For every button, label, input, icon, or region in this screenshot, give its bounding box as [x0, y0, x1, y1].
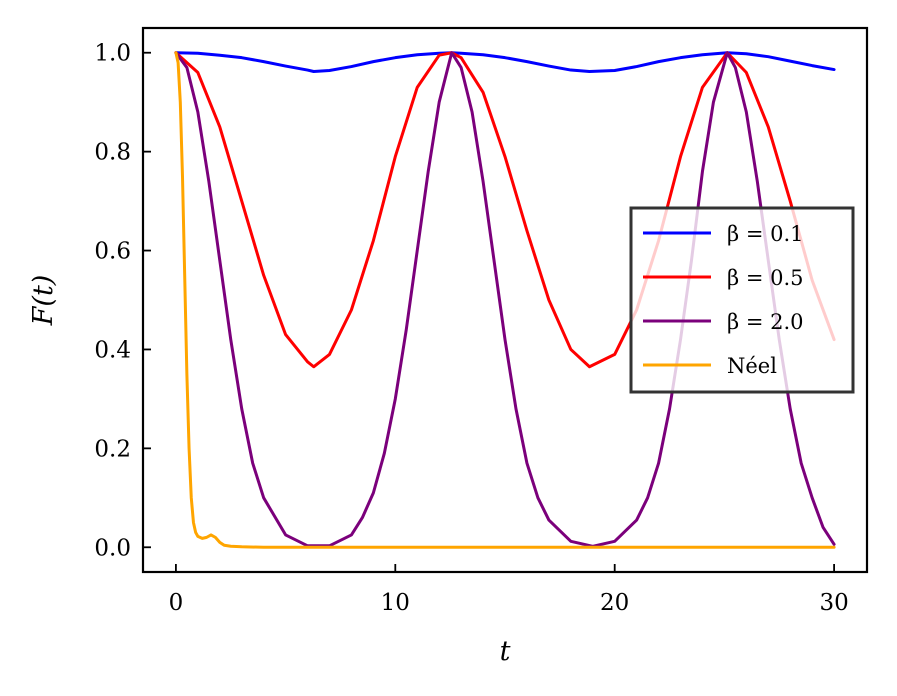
y-tick-label: 1.0	[94, 41, 131, 67]
series-line-3	[174, 51, 836, 549]
x-axis-label: t	[500, 636, 511, 667]
x-tick-label: 20	[600, 590, 629, 616]
x-tick-label: 10	[381, 590, 410, 616]
y-tick-label: 0.4	[94, 337, 131, 363]
y-axis-label: F(t)	[28, 275, 59, 327]
x-tick-label: 30	[819, 590, 848, 616]
plot-lines	[174, 51, 836, 549]
axis-ticks: 0 10 20 30 0.0 0.2 0.4 0.6 0.8 1.0	[94, 41, 848, 616]
y-tick-label: 0.6	[94, 239, 131, 265]
legend-label: β = 0.1	[727, 222, 803, 246]
x-tick-label: 0	[169, 590, 184, 616]
legend-label: β = 2.0	[727, 310, 803, 334]
y-tick-label: 0.2	[94, 436, 131, 462]
y-tick-label: 0.8	[94, 140, 131, 166]
legend: β = 0.1 β = 0.5 β = 2.0 Néel	[629, 206, 855, 394]
y-tick-label: 0.0	[94, 535, 131, 561]
legend-label: β = 0.5	[727, 266, 803, 290]
plot-frame	[141, 26, 869, 574]
series-line-0	[174, 51, 836, 74]
legend-label: Néel	[727, 354, 777, 378]
series-line-2	[174, 51, 836, 548]
series-line-1	[174, 51, 836, 369]
legend-box	[629, 206, 855, 394]
